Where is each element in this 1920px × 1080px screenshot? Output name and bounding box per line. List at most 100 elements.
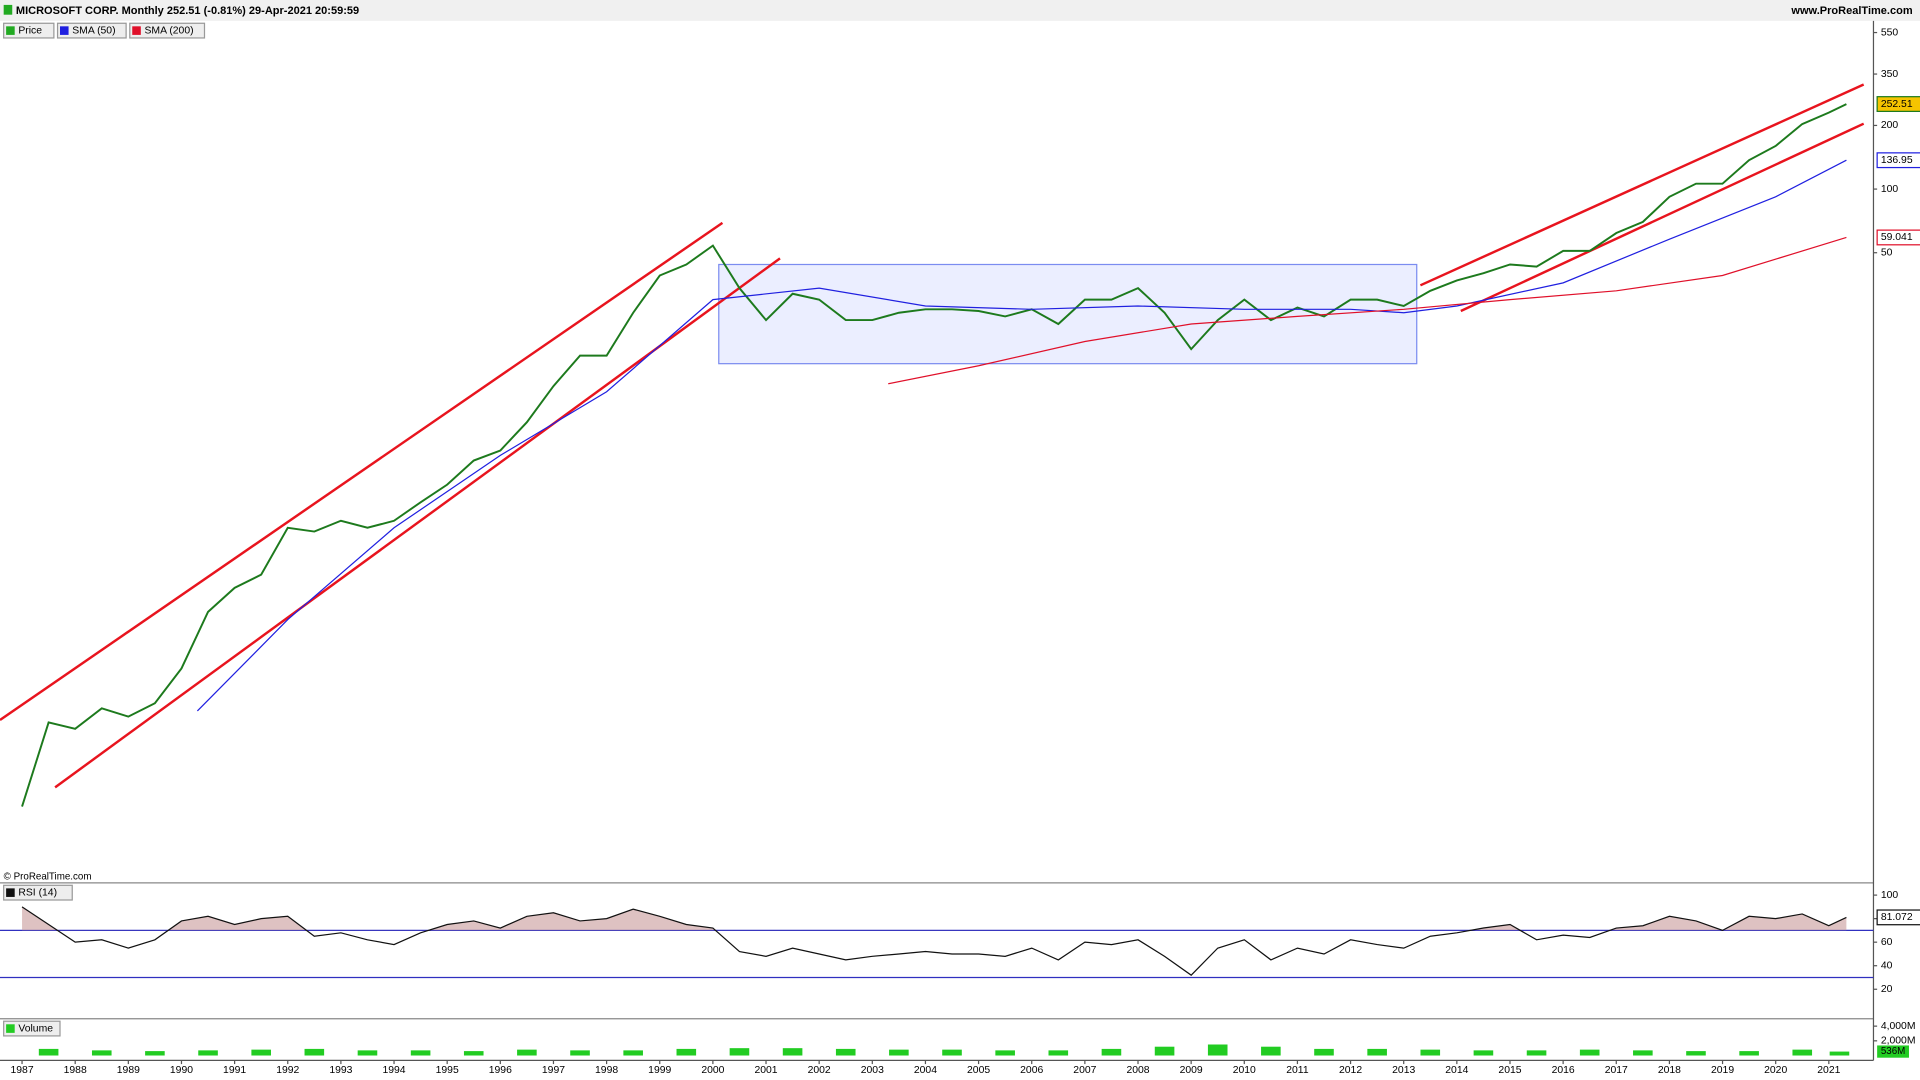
x-tick-label: 2019 [1711,1065,1734,1076]
x-tick-label: 1987 [10,1065,33,1076]
x-tick-label: 1999 [648,1065,671,1076]
volume-bar [942,1049,962,1056]
y-tick-label: 100 [1881,184,1899,195]
y-tick-label: 2,000M [1881,1036,1916,1047]
x-tick-label: 1994 [382,1065,405,1076]
legend-box [3,22,55,39]
last-value-label: 536M [1881,1046,1905,1057]
x-tick-label: 2004 [914,1065,937,1076]
volume-bar [357,1050,378,1056]
volume-bar [1261,1046,1281,1056]
volume-bar [1473,1050,1494,1056]
legend-item: Price [3,22,55,39]
channel-line [0,221,724,722]
volume-bar [1314,1048,1334,1056]
legend-box [129,22,206,39]
volume-bar [304,1048,325,1056]
volume-bar [38,1048,59,1056]
last-value-label: 81.072 [1881,912,1913,923]
header-bar [0,0,1920,21]
y-tick-label: 200 [1881,120,1899,131]
legend-item: Volume [3,1020,61,1037]
volume-bar [1101,1048,1122,1056]
x-tick-label: 1988 [64,1065,87,1076]
x-tick-label: 2002 [808,1065,831,1076]
x-tick-label: 1995 [436,1065,459,1076]
legend-swatch [6,888,15,897]
legend-box [56,22,127,39]
series-line [21,906,1847,976]
volume-bar [570,1050,590,1056]
x-tick-label: 2005 [967,1065,990,1076]
icon [3,4,13,15]
x-tick-label: 1991 [223,1065,246,1076]
volume-bar [1739,1051,1759,1056]
volume-bar [1686,1051,1706,1056]
volume-bar [835,1048,856,1056]
copyright: © ProRealTime.com [4,871,92,882]
y-tick-label: 550 [1881,27,1899,38]
y-tick-label: 50 [1881,247,1893,258]
x-tick-label: 1997 [542,1065,565,1076]
x-tick-label: 2006 [1020,1065,1043,1076]
legend-item: SMA (50) [56,22,127,39]
legend-label: SMA (200) [144,25,193,36]
legend-label: SMA (50) [72,25,115,36]
series-line [21,103,1847,807]
volume-bar [889,1049,909,1056]
x-tick-label: 2010 [1233,1065,1256,1076]
volume-bar [729,1048,750,1056]
legend-swatch [132,26,141,35]
y-tick-label: 100 [1881,890,1899,901]
x-tick-label: 2011 [1286,1065,1309,1076]
channel-line [1419,83,1865,287]
volume-bar [1829,1051,1850,1056]
legend-label: Volume [18,1023,53,1034]
legend-box [3,884,73,901]
x-tick-label: 1998 [595,1065,618,1076]
volume-bar [623,1050,643,1056]
legend-swatch [6,1024,15,1033]
legend-swatch [60,26,69,35]
volume-bar [995,1050,1015,1056]
x-tick-label: 2015 [1498,1065,1521,1076]
volume-bar [1420,1049,1441,1056]
x-tick-label: 1989 [117,1065,140,1076]
volume-bar [251,1049,271,1056]
x-tick-label: 2016 [1552,1065,1575,1076]
x-tick-label: 2009 [1180,1065,1203,1076]
x-tick-label: 2012 [1339,1065,1362,1076]
series-line [196,159,1847,712]
volume-bar [1207,1044,1228,1056]
volume-bar [517,1049,537,1056]
legend-box [3,1020,61,1037]
y-tick-label: 40 [1881,960,1893,971]
x-tick-label: 2013 [1392,1065,1415,1076]
legend-item: RSI (14) [3,884,73,901]
last-value-box [1876,909,1920,926]
volume-bar [91,1050,112,1056]
legend-swatch [6,26,15,35]
x-tick-label: 1996 [489,1065,512,1076]
volume-bar [1792,1049,1813,1056]
x-tick-label: 1992 [276,1065,299,1076]
x-tick-label: 2000 [701,1065,724,1076]
series-line [888,236,1847,385]
chart-title: MICROSOFT CORP. Monthly 252.51 (-0.81%) … [16,5,359,17]
last-value-label: 252.51 [1881,99,1913,110]
x-tick-label: 1990 [170,1065,193,1076]
x-tick-label: 2020 [1764,1065,1787,1076]
y-tick-label: 20 [1881,984,1893,995]
last-value-label: 136.95 [1881,155,1913,166]
x-tick-label: 2014 [1445,1065,1468,1076]
volume-bar [463,1051,484,1056]
x-tick-label: 2001 [754,1065,777,1076]
last-value-box [1876,152,1920,169]
volume-bar [676,1048,697,1056]
y-tick-label: 4,000M [1881,1021,1916,1032]
volume-bar [1367,1048,1387,1056]
volume-bar [410,1050,431,1056]
